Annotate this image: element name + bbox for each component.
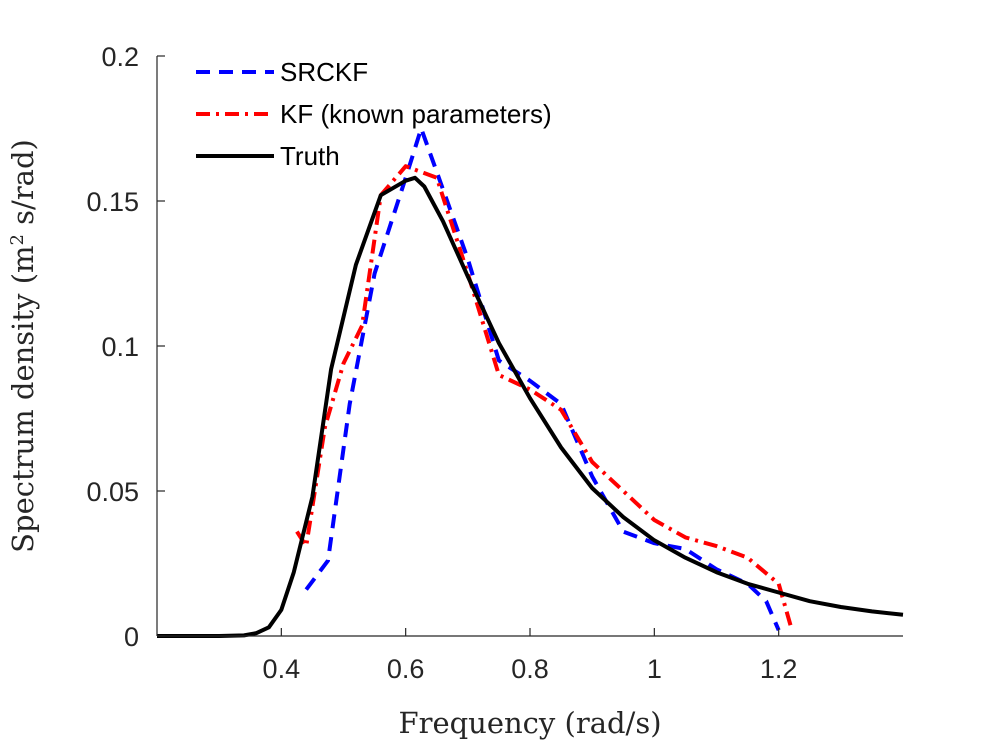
y-axis-title: Spectrum density (m2 s/rad)	[6, 139, 40, 553]
y-axis-title-main: Spectrum density (m	[6, 245, 40, 552]
x-tick-label: 1	[647, 654, 662, 684]
x-tick-label: 0.4	[263, 654, 301, 684]
x-tick-label: 0.6	[387, 654, 425, 684]
series-line-1	[295, 164, 794, 628]
y-tick-label: 0.2	[101, 42, 139, 72]
y-tick-label: 0.05	[86, 477, 139, 507]
x-axis-title: Frequency (rad/s)	[398, 706, 661, 740]
series-line-2	[157, 175, 904, 638]
y-axis-title-unit: s/rad)	[6, 139, 40, 234]
legend-label: SRCKF	[280, 57, 368, 87]
legend-label: Truth	[280, 141, 340, 171]
y-tick-label: 0.1	[101, 332, 139, 362]
legend: SRCKF KF (known parameters) Truth	[196, 57, 552, 171]
y-axis-title-exponent: 2	[7, 234, 28, 245]
ticks-layer: 0.4 0.6 0.8 1 1.2 0 0.05 0.1 0.15 0.2	[86, 42, 797, 684]
series-layer	[157, 126, 904, 638]
x-tick-label: 0.8	[511, 654, 549, 684]
axes-layer	[156, 56, 903, 637]
series-line-0	[304, 126, 781, 631]
y-tick-label: 0	[124, 622, 139, 652]
legend-label: KF (known parameters)	[280, 99, 552, 129]
x-tick-label: 1.2	[760, 654, 798, 684]
y-tick-label: 0.15	[86, 187, 139, 217]
